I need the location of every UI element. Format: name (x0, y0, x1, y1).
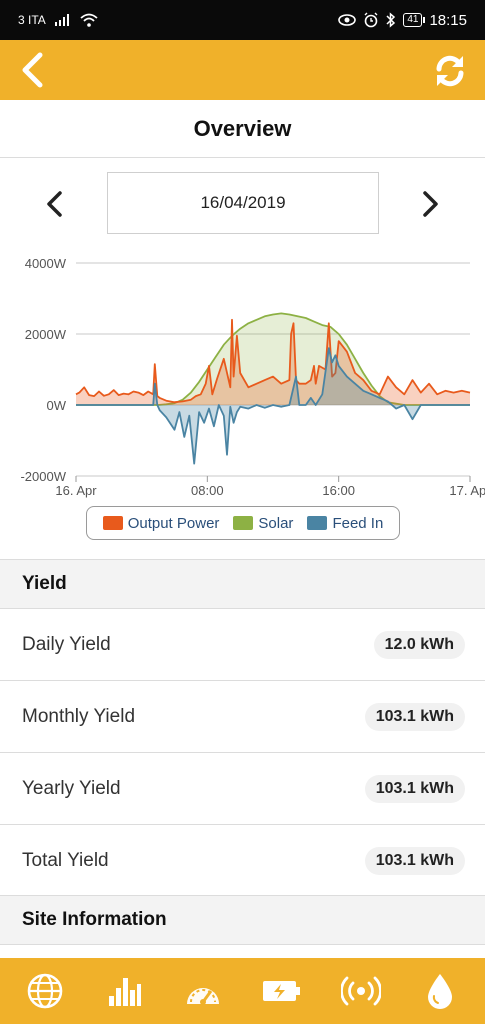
eye-icon (338, 14, 357, 26)
legend-label-solar: Solar (258, 514, 294, 532)
site-information-header: Site Information (0, 895, 485, 945)
y-tick-label: -2000W (20, 469, 66, 484)
nav-overview[interactable] (18, 966, 72, 1016)
daily-yield-label: Daily Yield (22, 633, 111, 655)
nav-statistics[interactable] (97, 966, 151, 1016)
nav-battery[interactable] (255, 966, 309, 1016)
yearly-yield-label: Yearly Yield (22, 777, 121, 799)
carrier-label: 3 ITA (18, 13, 46, 27)
refresh-icon (436, 55, 464, 87)
wifi-icon (80, 13, 98, 27)
battery-charging-icon (262, 981, 300, 1001)
series-line-solar (76, 312, 470, 406)
legend-item-feed-in[interactable]: Feed In (307, 515, 383, 532)
total-yield-row: Total Yield 103.1 kWh (0, 825, 485, 897)
legend-label-output-power: Output Power (127, 514, 220, 532)
y-tick-label: 0W (47, 398, 67, 413)
x-tick-label: 16:00 (322, 483, 355, 498)
y-tick-label: 2000W (25, 327, 67, 342)
series-line-output-power (75, 318, 471, 404)
bottom-navigation (0, 958, 485, 1024)
chevron-left-icon (22, 52, 43, 88)
clock-time: 18:15 (429, 11, 467, 29)
bluetooth-icon (386, 12, 396, 28)
nav-performance[interactable] (176, 966, 230, 1016)
speedometer-icon (187, 988, 220, 1005)
series-line-feed-in (76, 347, 470, 465)
x-tick-label: 16. Apr (55, 483, 97, 498)
yearly-yield-row: Yearly Yield 103.1 kWh (0, 753, 485, 825)
chart-legend: Output Power Solar Feed In (86, 506, 400, 540)
alarm-icon (364, 12, 378, 28)
status-bar: 3 ITA 41 18:15 (0, 0, 485, 40)
battery-icon: 41 (403, 13, 426, 27)
page-title: Overview (193, 115, 292, 141)
monthly-yield-row: Monthly Yield 103.1 kWh (0, 681, 485, 753)
nav-consumption[interactable] (413, 966, 467, 1016)
chevron-left-icon (47, 191, 62, 217)
back-button[interactable] (14, 52, 54, 88)
x-tick-label: 08:00 (191, 483, 224, 498)
series-area-output-power (76, 319, 470, 405)
refresh-button[interactable] (431, 52, 469, 90)
nav-communication[interactable] (334, 966, 388, 1016)
daily-yield-row: Daily Yield 12.0 kWh (0, 609, 485, 681)
date-field[interactable]: 16/04/2019 (107, 172, 379, 234)
bar-chart-icon (109, 978, 142, 1006)
title-bar: Overview (0, 100, 485, 158)
yearly-yield-value: 103.1 kWh (364, 774, 465, 803)
signal-icon (54, 14, 69, 26)
globe-icon (28, 973, 63, 1009)
x-tick-label: 17. Apr (449, 483, 485, 498)
monthly-yield-label: Monthly Yield (22, 705, 136, 727)
date-navigator: 16/04/2019 (0, 172, 485, 234)
monthly-yield-value: 103.1 kWh (364, 702, 465, 731)
previous-day-button[interactable] (40, 186, 70, 222)
app-bar (0, 40, 485, 100)
legend-swatch-solar (233, 516, 254, 530)
legend-swatch-feed-in (307, 516, 328, 530)
next-day-button[interactable] (415, 186, 445, 222)
legend-item-solar[interactable]: Solar (233, 515, 293, 532)
chevron-right-icon (423, 191, 438, 217)
series-area-solar (76, 313, 470, 405)
yield-section-header: Yield (0, 559, 485, 609)
legend-swatch-output-power (102, 516, 123, 530)
legend-label-feed-in: Feed In (332, 514, 384, 532)
total-yield-value: 103.1 kWh (364, 846, 465, 875)
legend-item-output-power[interactable]: Output Power (102, 514, 220, 532)
wireless-signal-icon (340, 976, 381, 1006)
drop-icon (427, 974, 452, 1009)
total-yield-label: Total Yield (22, 849, 109, 871)
y-tick-label: 4000W (25, 256, 67, 271)
daily-yield-value: 12.0 kWh (373, 630, 465, 659)
